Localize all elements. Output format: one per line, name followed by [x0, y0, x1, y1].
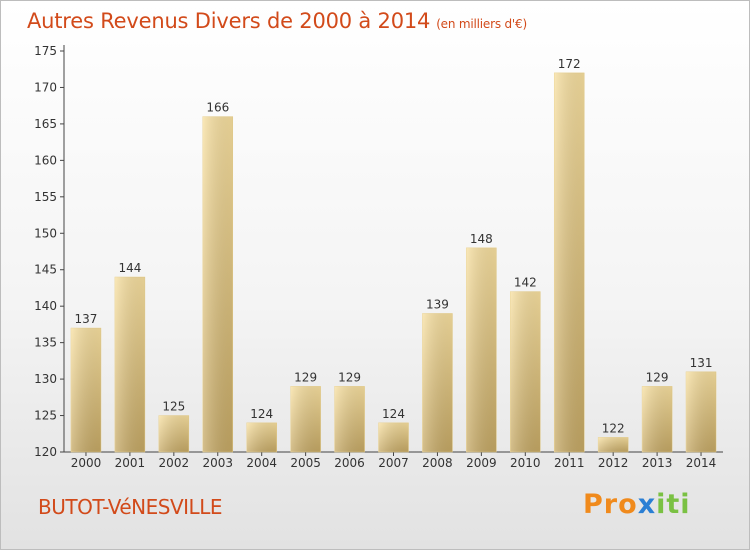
y-tick-label: 120 [34, 445, 57, 459]
data-label: 139 [426, 297, 449, 311]
data-label: 124 [382, 407, 405, 421]
bar-shade [642, 386, 673, 452]
x-tick-label: 2000 [71, 456, 102, 470]
bar-shade [158, 415, 189, 452]
y-tick-label: 150 [34, 226, 57, 240]
bar-shade [246, 422, 277, 452]
y-tick-label: 175 [34, 44, 57, 58]
bar-shade [202, 116, 233, 453]
bar-shade [466, 247, 497, 452]
data-label: 142 [514, 276, 537, 290]
x-tick-label: 2009 [466, 456, 497, 470]
logo-letter: P [583, 489, 604, 520]
data-label: 172 [558, 57, 581, 71]
x-tick-label: 2002 [159, 456, 190, 470]
logo-letter: t [666, 489, 681, 520]
logo-letter: o [618, 489, 638, 520]
y-tick-label: 135 [34, 336, 57, 350]
x-tick-label: 2004 [246, 456, 277, 470]
bar-shade [114, 277, 145, 452]
x-tick-label: 2012 [598, 456, 629, 470]
x-tick-label: 2010 [510, 456, 541, 470]
logo-letter: r [603, 489, 619, 520]
y-tick-label: 155 [34, 190, 57, 204]
data-label: 124 [250, 407, 273, 421]
logo-letter: i [680, 489, 691, 520]
y-tick-label: 130 [34, 372, 57, 386]
bar-shade [510, 291, 541, 452]
bar-shade [70, 328, 101, 452]
chart-subtitle: (en milliers d'€) [436, 17, 527, 31]
chart-title: Autres Revenus Divers de 2000 à 2014 (en … [27, 9, 527, 33]
data-label: 131 [690, 356, 713, 370]
x-tick-label: 2011 [554, 456, 585, 470]
x-tick-label: 2013 [642, 456, 673, 470]
bars-group [70, 72, 717, 453]
x-tick-label: 2003 [202, 456, 233, 470]
logo-letter: x [637, 489, 657, 520]
bar-shade [686, 371, 717, 452]
data-label: 125 [162, 400, 185, 414]
data-label: 144 [118, 261, 141, 275]
bar-shade [290, 386, 321, 452]
bar-shade [334, 386, 365, 452]
y-tick-label: 165 [34, 117, 57, 131]
logo-letter: i [656, 489, 667, 520]
data-label: 129 [646, 370, 669, 384]
x-tick-label: 2008 [422, 456, 453, 470]
x-tick-label: 2007 [378, 456, 409, 470]
data-label: 129 [338, 370, 361, 384]
y-tick-label: 170 [34, 80, 57, 94]
x-tick-label: 2014 [686, 456, 717, 470]
y-tick-label: 160 [34, 153, 57, 167]
bar-shade [422, 313, 453, 452]
data-label: 122 [602, 421, 625, 435]
y-axis: 120 125 130 135 140 145 150 155 160 165 170 175 [34, 44, 65, 459]
data-label: 148 [470, 232, 493, 246]
data-label: 137 [75, 312, 98, 326]
x-tick-label: 2005 [290, 456, 321, 470]
data-label: 166 [206, 101, 229, 115]
x-tick-label: 2001 [115, 456, 146, 470]
bar-shade [378, 422, 409, 452]
y-tick-label: 140 [34, 299, 57, 313]
proxiti-logo[interactable]: Proxiti [583, 489, 691, 520]
commune-name: BUTOT-VéNESVILLE [38, 495, 222, 519]
x-axis: 2000 2001 2002 2003 2004 2005 2006 2007 2008 2009… [64, 451, 723, 470]
data-label: 129 [294, 370, 317, 384]
chart-title-text: Autres Revenus Divers de 2000 à 2014 [27, 9, 431, 33]
y-tick-label: 145 [34, 263, 57, 277]
y-tick-label: 125 [34, 409, 57, 423]
data-labels-group: 137 144 125 166 124 129 129 124 139 148 142 172 122 1… [75, 57, 713, 436]
bar-shade [554, 72, 585, 452]
bar-shade [598, 437, 629, 452]
x-tick-label: 2006 [334, 456, 365, 470]
